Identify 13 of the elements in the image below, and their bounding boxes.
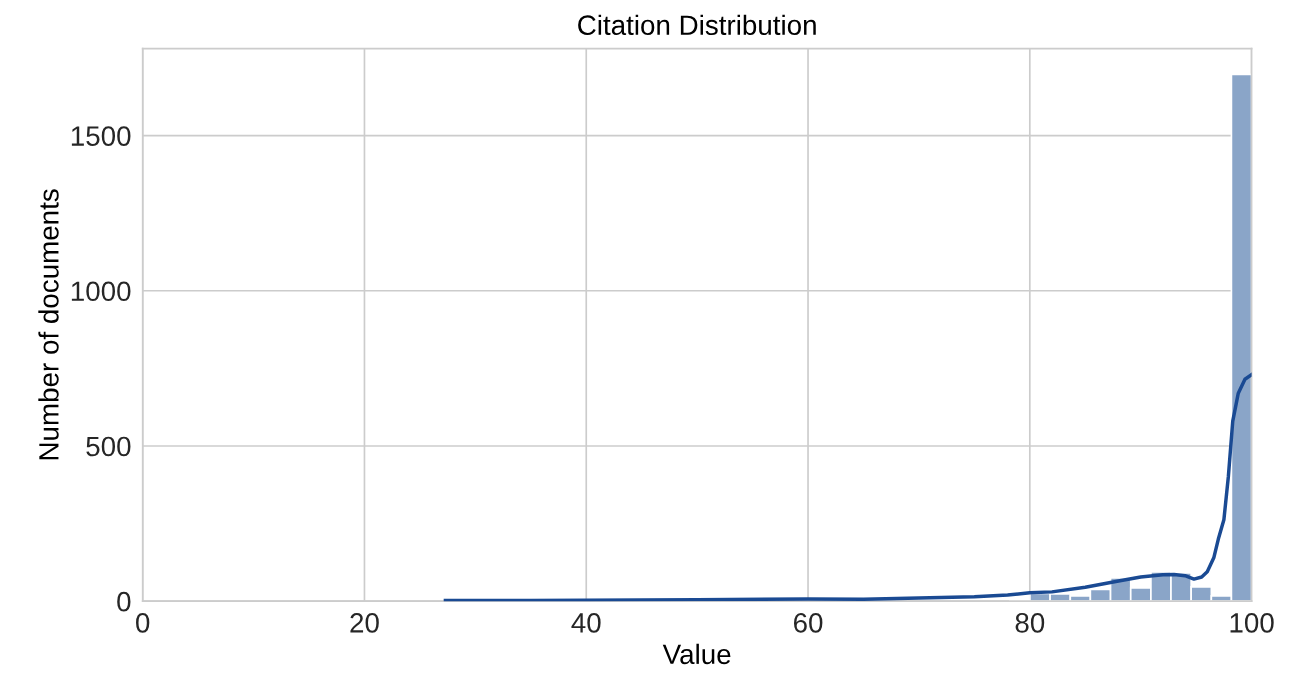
x-tick-label: 80 bbox=[1015, 613, 1045, 633]
y-tick-label: 0 bbox=[117, 591, 131, 612]
chart-title: Citation Distribution bbox=[578, 14, 816, 36]
x-tick-label: 100 bbox=[1230, 613, 1274, 633]
y-tick-label: 1000 bbox=[71, 281, 131, 302]
x-tick-label: 60 bbox=[793, 613, 823, 633]
y-tick-label: 500 bbox=[86, 436, 131, 457]
x-tick-label: 0 bbox=[136, 613, 150, 633]
x-axis-title: Value bbox=[662, 643, 731, 665]
x-tick-label: 40 bbox=[571, 613, 601, 633]
x-tick-label: 20 bbox=[350, 613, 379, 633]
y-axis-title: Number of documents bbox=[38, 189, 59, 460]
y-tick-label: 1500 bbox=[71, 126, 131, 146]
